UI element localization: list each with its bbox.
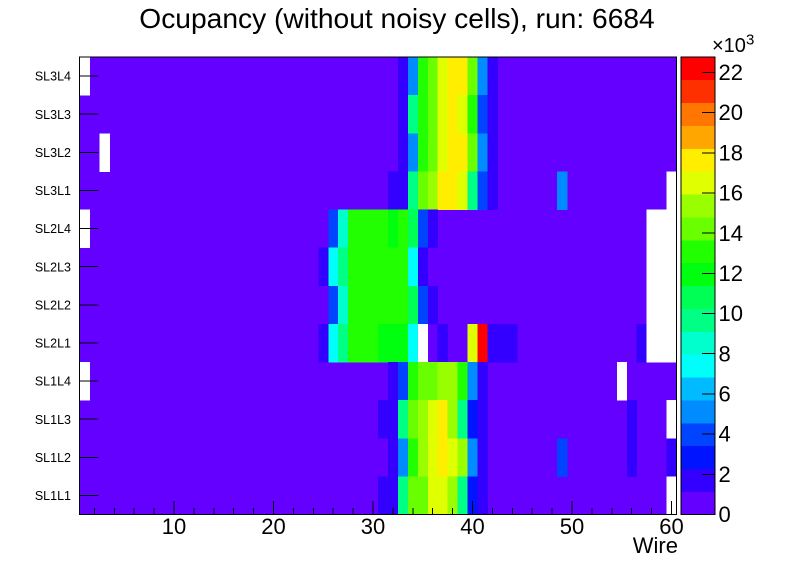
svg-text:10: 10 [719, 301, 743, 326]
svg-text:12: 12 [719, 261, 743, 286]
svg-text:SL3L2: SL3L2 [35, 146, 71, 160]
svg-text:SL3L1: SL3L1 [35, 184, 71, 198]
svg-text:50: 50 [560, 514, 584, 539]
svg-text:20: 20 [261, 514, 285, 539]
svg-text:SL2L2: SL2L2 [35, 298, 71, 312]
svg-text:SL1L2: SL1L2 [35, 451, 71, 465]
svg-text:8: 8 [719, 341, 731, 366]
svg-text:10: 10 [162, 514, 186, 539]
svg-text:30: 30 [361, 514, 385, 539]
svg-text:20: 20 [719, 100, 743, 125]
svg-text:60: 60 [659, 514, 683, 539]
svg-text:SL1L4: SL1L4 [35, 375, 71, 389]
svg-text:SL2L4: SL2L4 [35, 222, 71, 236]
svg-text:SL1L1: SL1L1 [35, 489, 71, 503]
svg-text:SL3L3: SL3L3 [35, 108, 71, 122]
svg-text:4: 4 [719, 422, 731, 447]
svg-text:16: 16 [719, 181, 743, 206]
svg-text:40: 40 [460, 514, 484, 539]
svg-text:SL1L3: SL1L3 [35, 413, 71, 427]
svg-text:22: 22 [719, 60, 743, 85]
svg-text:14: 14 [719, 221, 743, 246]
svg-text:SL3L4: SL3L4 [35, 70, 71, 84]
svg-text:SL2L1: SL2L1 [35, 337, 71, 351]
svg-text:0: 0 [719, 502, 731, 527]
svg-text:Wire: Wire [633, 533, 678, 558]
svg-text:6: 6 [719, 382, 731, 407]
svg-text:2: 2 [719, 462, 731, 487]
svg-text:SL2L3: SL2L3 [35, 260, 71, 274]
svg-text:Ocupancy (without noisy cells): Ocupancy (without noisy cells), run: 668… [139, 2, 654, 34]
svg-text:18: 18 [719, 140, 743, 165]
